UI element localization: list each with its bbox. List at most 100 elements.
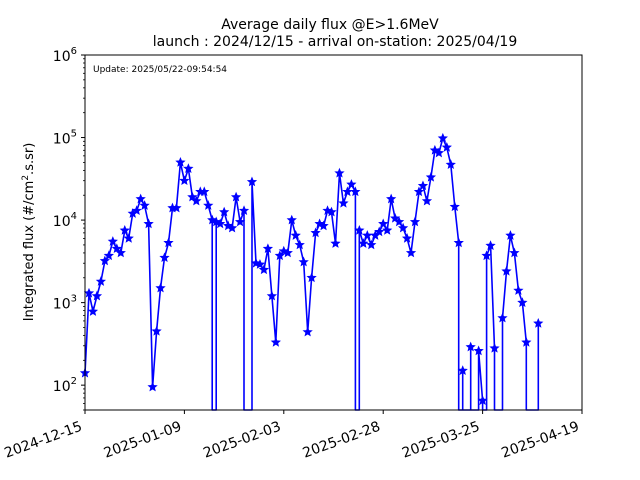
data-point-marker [350,186,361,197]
data-point-marker [338,197,349,208]
y-tick-base: 10 [53,214,71,230]
y-tick-exponent: 3 [71,294,77,305]
chart-title-line1: Average daily flux @E>1.6MeV [221,17,439,33]
data-point-marker [489,342,500,353]
data-point-marker [453,237,464,248]
data-point-marker [298,256,309,267]
data-point-marker [139,200,150,210]
data-point-marker [437,132,448,143]
data-point-marker [477,395,488,405]
update-annotation: Update: 2025/05/22-09:54:54 [93,65,227,75]
data-point-marker [445,159,456,169]
data-point-marker [302,326,313,337]
data-point-marker [425,171,437,182]
data-point-marker [449,201,460,212]
data-point-marker [513,285,524,295]
y-tick-exponent: 6 [71,46,77,57]
data-point-marker [413,186,425,197]
data-point-marker [485,240,496,251]
data-point-marker [465,341,476,352]
data-point-marker [533,318,544,328]
data-point-marker [131,205,142,216]
data-point-marker [171,202,182,213]
data-point-marker [330,238,341,248]
data-point-marker [374,226,385,237]
y-tick-exponent: 4 [71,211,77,222]
data-point-marker [163,237,174,248]
data-point-marker [107,236,118,246]
y-tick-label: 103 [53,294,77,313]
data-point-marker [417,180,429,191]
data-point-marker [103,250,114,261]
data-point-marker [358,238,369,248]
data-point-marker [215,218,226,229]
data-point-marker [286,214,297,225]
y-tick-base: 10 [53,132,71,148]
data-point-marker [274,250,285,261]
data-point-marker [246,176,258,187]
data-point-marker [123,233,134,243]
data-point-marker [83,287,95,298]
data-point-marker [310,227,321,238]
y-tick-exponent: 5 [71,129,77,140]
y-axis-label: Integrated flux (#/cm2.s.sr) [21,143,37,322]
data-point-marker [354,225,365,235]
data-point-marker [143,218,154,229]
data-point-marker [119,225,130,235]
data-point-marker [234,216,246,227]
data-point-marker [457,365,468,375]
data-point-marker [199,186,210,197]
data-point-marker [191,195,202,206]
data-point-marker [409,216,421,227]
data-point-marker [405,247,417,258]
data-point-marker [397,222,409,233]
series-layer [84,137,540,411]
data-point-marker [135,193,146,204]
data-point-marker [175,156,186,167]
data-point-marker [238,205,250,216]
data-point-marker [421,195,433,206]
data-point-marker [366,239,377,250]
data-point-marker [386,193,397,204]
data-point-marker [346,179,357,189]
chart-title-line2: launch : 2024/12/15 - arrival on-station… [153,34,518,50]
data-point-marker [294,239,305,250]
data-point-marker [91,290,103,301]
data-point-marker [441,141,452,152]
data-point-marker [230,191,242,202]
data-point-marker [393,216,405,227]
data-point-marker [155,282,166,293]
data-point-marker [111,243,122,254]
series-line [84,137,540,411]
data-point-marker [497,312,508,323]
data-point-marker [433,147,444,158]
data-point-marker [378,218,389,229]
y-tick-base: 10 [53,297,71,313]
data-point-marker [99,255,110,266]
y-tick-label: 102 [53,376,77,395]
y-tick-base: 10 [53,379,71,395]
y-tick-exponent: 2 [71,376,77,387]
data-point-marker [382,225,393,235]
plot-area [79,132,544,411]
data-point-marker [326,206,337,217]
data-point-marker [306,272,317,283]
data-point-marker [115,247,126,258]
data-point-marker [187,191,198,202]
data-point-marker [219,206,230,217]
data-point-marker [95,276,107,286]
data-point-marker [290,230,301,240]
y-axis-label-main: Integrated flux (#/cm [22,181,37,322]
data-point-marker [318,220,329,231]
data-point-marker [505,230,516,240]
data-point-marker [87,306,99,316]
data-point-marker [501,265,512,276]
data-point-marker [334,167,345,178]
y-tick-base: 10 [53,49,71,65]
data-point-marker [258,264,270,275]
data-point-marker [226,222,238,233]
data-point-marker [401,233,413,243]
data-point-marker [147,381,158,392]
